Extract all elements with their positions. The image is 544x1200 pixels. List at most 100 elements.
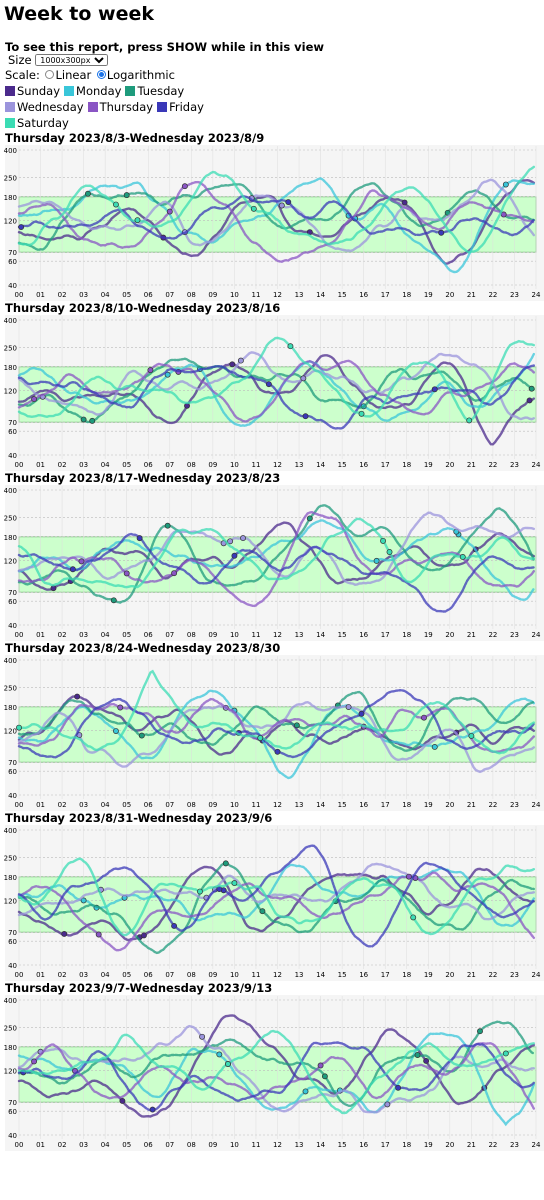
- series-line: [17, 165, 535, 254]
- y-tick-label: 120: [4, 728, 17, 736]
- series-marker: [285, 199, 292, 206]
- x-tick-label: 10: [230, 971, 239, 979]
- series-marker: [386, 549, 393, 555]
- y-tick-label: 250: [4, 515, 17, 523]
- x-tick-label: 10: [230, 1141, 239, 1149]
- series-marker: [16, 724, 22, 731]
- y-tick-label: 40: [8, 792, 17, 800]
- y-tick-label: 400: [4, 827, 17, 835]
- legend-swatch: [157, 102, 168, 112]
- series-marker: [119, 1097, 126, 1104]
- x-tick-label: 12: [273, 461, 282, 469]
- series-marker: [358, 710, 365, 717]
- series-marker: [250, 205, 257, 212]
- series-marker: [147, 367, 154, 374]
- x-tick-label: 16: [359, 291, 368, 299]
- series-marker: [222, 860, 229, 867]
- x-tick-label: 16: [359, 631, 368, 639]
- series-saturday: [17, 165, 535, 254]
- scale-log-label[interactable]: Logarithmic: [106, 68, 175, 82]
- x-tick-label: 04: [101, 461, 110, 469]
- y-tick-label: 120: [4, 1068, 17, 1076]
- x-tick-label: 03: [79, 1141, 88, 1149]
- series-line: [17, 690, 535, 752]
- size-row: Size 1000x300px: [0, 53, 544, 68]
- scale-linear-radio[interactable]: [45, 70, 55, 79]
- page-title: Week to week: [4, 3, 155, 25]
- scale-linear-label[interactable]: Linear: [55, 68, 92, 82]
- x-tick-label: 06: [144, 801, 153, 809]
- y-tick-label: 180: [4, 1044, 17, 1052]
- x-tick-label: 17: [381, 1141, 390, 1149]
- series-marker: [410, 914, 417, 921]
- x-tick-label: 07: [165, 461, 174, 469]
- x-tick-label: 02: [58, 461, 67, 469]
- series-marker: [18, 224, 25, 230]
- x-tick-label: 18: [402, 801, 411, 809]
- y-tick-label: 70: [8, 589, 17, 597]
- x-tick-label: 14: [316, 971, 325, 979]
- series-friday: [17, 532, 535, 613]
- series-line: [17, 1041, 535, 1112]
- x-tick-label: 08: [187, 801, 196, 809]
- x-tick-label: 09: [208, 971, 217, 979]
- series-line: [17, 1020, 535, 1108]
- series-line: [17, 871, 535, 952]
- chart-panel: Thursday 2023/8/10-Wednesday 2023/8/16 40…: [0, 301, 544, 471]
- series-marker: [431, 386, 438, 393]
- x-tick-label: 04: [101, 971, 110, 979]
- x-tick-label: 21: [467, 1141, 476, 1149]
- series-marker: [306, 515, 313, 522]
- x-tick-label: 12: [273, 1141, 282, 1149]
- y-tick-label: 180: [4, 364, 17, 372]
- charts-container: Thursday 2023/8/3-Wednesday 2023/8/9 40 60…: [0, 131, 544, 1151]
- x-tick-label: 08: [187, 291, 196, 299]
- y-tick-label: 40: [8, 1132, 17, 1140]
- series-line: [17, 177, 535, 274]
- series-marker: [112, 201, 119, 208]
- x-tick-label: 13: [295, 801, 304, 809]
- series-marker: [421, 714, 427, 721]
- x-tick-label: 00: [15, 631, 24, 639]
- x-tick-label: 24: [532, 801, 541, 809]
- series-marker: [293, 722, 300, 729]
- x-tick-label: 05: [122, 291, 131, 299]
- y-tick-label: 70: [8, 249, 17, 257]
- x-tick-label: 14: [316, 801, 325, 809]
- y-tick-label: 250: [4, 1025, 17, 1033]
- size-select[interactable]: 1000x300px: [35, 54, 109, 66]
- x-tick-label: 21: [467, 631, 476, 639]
- series-marker: [265, 381, 272, 388]
- series-marker: [31, 396, 38, 403]
- x-tick-label: 11: [251, 461, 260, 469]
- series-line: [17, 862, 535, 921]
- series-line: [17, 1014, 535, 1118]
- y-tick-label: 40: [8, 452, 17, 460]
- x-tick-label: 19: [424, 1141, 433, 1149]
- x-tick-label: 15: [338, 291, 347, 299]
- series-marker: [166, 208, 173, 215]
- series-marker: [136, 535, 143, 542]
- series-marker: [181, 183, 188, 190]
- legend-swatch: [5, 118, 15, 128]
- x-tick-label: 21: [467, 801, 476, 809]
- x-tick-label: 16: [359, 801, 368, 809]
- series-marker: [123, 570, 130, 577]
- x-tick-label: 10: [230, 631, 239, 639]
- y-tick-label: 180: [4, 874, 17, 882]
- series-marker: [110, 597, 117, 604]
- x-tick-label: 08: [187, 1141, 196, 1149]
- scale-log-radio[interactable]: [96, 70, 106, 79]
- series-marker: [373, 557, 380, 564]
- series-marker: [149, 1106, 156, 1113]
- series-saturday: [17, 1029, 535, 1115]
- y-tick-label: 400: [4, 657, 17, 665]
- show-notice: To see this report, press SHOW while in …: [5, 40, 325, 54]
- series-marker: [395, 1084, 402, 1091]
- x-tick-label: 02: [58, 971, 67, 979]
- series-marker: [229, 361, 236, 368]
- series-marker: [431, 743, 438, 750]
- x-tick-label: 04: [101, 291, 110, 299]
- x-tick-label: 11: [251, 291, 260, 299]
